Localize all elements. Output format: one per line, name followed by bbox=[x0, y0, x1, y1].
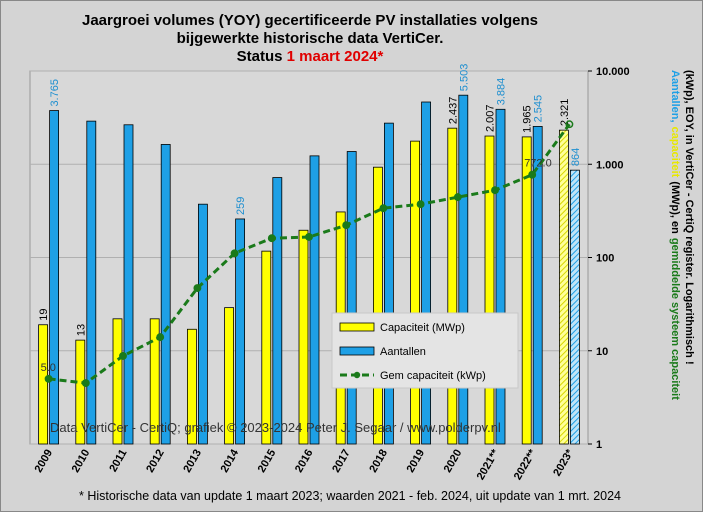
line-marker bbox=[230, 249, 239, 258]
line-marker bbox=[565, 120, 574, 129]
line-marker bbox=[342, 221, 351, 230]
bar bbox=[38, 324, 48, 445]
y-tick-label: 10.000 bbox=[596, 66, 630, 78]
y-tick-label: 10 bbox=[596, 346, 608, 358]
y-axis-label-line: Aantallen, capaciteit (MWp), en gemiddelde … bbox=[669, 70, 681, 400]
chart-title: bijgewerkte historische data VertiCer. bbox=[177, 30, 444, 47]
bar bbox=[149, 318, 160, 445]
bar bbox=[224, 307, 235, 445]
y-axis-label-line: (kWp), EOY, in VertiCer - CertiQ registe… bbox=[683, 70, 695, 365]
y-tick-label: 1 bbox=[596, 439, 602, 451]
line-marker bbox=[156, 333, 165, 342]
bar bbox=[309, 155, 320, 445]
bar bbox=[383, 122, 394, 445]
line-marker bbox=[416, 200, 425, 209]
data-label: 5.503 bbox=[458, 64, 470, 92]
data-label: 5.0 bbox=[41, 362, 56, 374]
line-marker bbox=[453, 193, 462, 202]
footnote: * Historische data van update 1 maart 20… bbox=[79, 489, 621, 503]
y-axis-label: Aantallen, capaciteit (MWp), en gemiddelde … bbox=[669, 70, 695, 400]
data-label: 864 bbox=[570, 148, 582, 166]
bar bbox=[298, 229, 309, 445]
bar bbox=[458, 94, 469, 445]
line-marker bbox=[379, 204, 388, 213]
bar bbox=[261, 250, 272, 445]
bar bbox=[272, 177, 283, 445]
data-label: 19 bbox=[38, 309, 50, 321]
status: Status bbox=[237, 48, 283, 65]
data-label: 772.0 bbox=[524, 158, 552, 170]
data-label: 1.965 bbox=[522, 105, 534, 133]
data-label: 259 bbox=[235, 197, 247, 215]
bar bbox=[123, 124, 134, 445]
bar bbox=[570, 169, 580, 445]
legend-label: Aantallen bbox=[380, 346, 426, 358]
data-label: 3.884 bbox=[496, 78, 508, 106]
bar bbox=[160, 144, 171, 445]
y-axis-label-part: (MWp), en bbox=[669, 181, 681, 234]
bar bbox=[346, 151, 357, 445]
y-tick-label: 100 bbox=[596, 253, 614, 265]
line-marker bbox=[119, 351, 127, 360]
data-label: 2.437 bbox=[447, 97, 459, 125]
bar bbox=[372, 166, 383, 445]
bar bbox=[447, 127, 458, 445]
bar bbox=[186, 328, 197, 445]
bar bbox=[559, 129, 569, 445]
y-axis-label-part: (kWp), EOY, in VertiCer - CertiQ registe… bbox=[683, 70, 695, 365]
bar bbox=[495, 108, 506, 445]
y-axis-label-part: capaciteit bbox=[669, 127, 681, 178]
bar bbox=[421, 101, 432, 445]
line-marker bbox=[528, 170, 537, 179]
bar bbox=[86, 120, 97, 445]
bar bbox=[410, 140, 421, 445]
bar bbox=[484, 135, 495, 445]
chart-title: Jaargroei volumes (YOY) gecertificeerde … bbox=[82, 12, 538, 29]
line-marker bbox=[267, 234, 276, 243]
watermark: Data VertiCer - CertiQ; grafiek © 2023-2… bbox=[50, 420, 501, 435]
data-label: 2.007 bbox=[485, 105, 497, 133]
line bbox=[48, 123, 571, 385]
legend-label: Capaciteit (MWp) bbox=[380, 322, 465, 334]
data-label: 2.545 bbox=[533, 95, 545, 123]
bar bbox=[235, 218, 246, 445]
y-axis-label-part: Aantallen, bbox=[669, 70, 681, 123]
line-marker bbox=[193, 284, 202, 293]
data-label: 2.321 bbox=[559, 99, 571, 127]
line-marker bbox=[305, 233, 313, 241]
line-marker bbox=[44, 374, 53, 383]
bar bbox=[49, 110, 59, 445]
data-label: 3.765 bbox=[49, 79, 61, 107]
line-marker bbox=[81, 379, 90, 388]
bar bbox=[521, 136, 532, 445]
bar bbox=[112, 318, 123, 445]
y-axis-label-part: gemiddelde systeem capaciteit bbox=[669, 238, 681, 400]
data-label: 13 bbox=[75, 324, 87, 336]
legend: Capaciteit (MWp) Aantallen Gem capaciteit … bbox=[331, 312, 519, 389]
line-marker bbox=[491, 186, 499, 195]
y-tick-label: 1.000 bbox=[596, 159, 624, 171]
legend-swatch bbox=[339, 346, 375, 356]
bar bbox=[197, 203, 208, 445]
bar bbox=[75, 339, 86, 445]
legend-swatch bbox=[353, 371, 361, 379]
status-date: 1 maart 2024* bbox=[287, 48, 384, 65]
chart-subtitle: Status 1 maart 2024* bbox=[237, 48, 384, 65]
bar bbox=[532, 126, 543, 445]
legend-label: Gem capaciteit (kWp) bbox=[380, 370, 486, 382]
legend-swatch bbox=[339, 322, 375, 332]
